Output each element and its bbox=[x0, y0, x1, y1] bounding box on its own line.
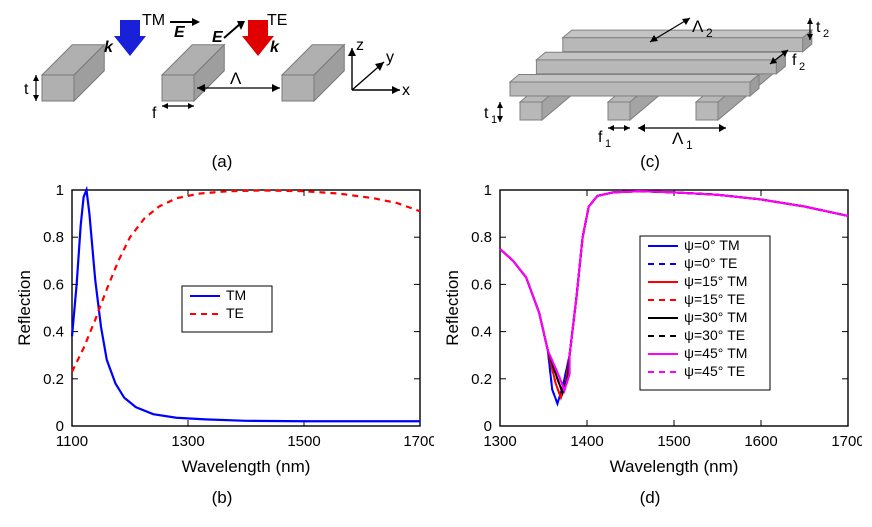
svg-text:1300: 1300 bbox=[171, 433, 204, 450]
svg-text:E: E bbox=[174, 24, 186, 41]
svg-text:Λ: Λ bbox=[672, 129, 684, 148]
svg-text:1100: 1100 bbox=[56, 433, 88, 450]
diagram-c: Λ2t2f2t1f1Λ1 bbox=[438, 10, 862, 150]
svg-text:0.2: 0.2 bbox=[43, 371, 64, 388]
svg-text:0: 0 bbox=[56, 418, 64, 435]
svg-text:0.6: 0.6 bbox=[471, 276, 492, 293]
svg-text:f: f bbox=[152, 105, 157, 122]
svg-text:ψ=30° TE: ψ=30° TE bbox=[684, 327, 745, 343]
svg-text:1500: 1500 bbox=[287, 433, 320, 450]
figure-grid: TMEkTEEkΛftzxy (a) Λ2t2f2t1f1Λ1 (c) 1100… bbox=[10, 10, 862, 508]
svg-text:k: k bbox=[270, 39, 280, 56]
panel-a: TM Ek TE Ek Λf t z xy (a) bbox=[10, 10, 434, 172]
svg-text:TM: TM bbox=[226, 287, 246, 303]
svg-text:Λ: Λ bbox=[230, 69, 242, 88]
svg-text:f: f bbox=[792, 52, 797, 69]
svg-text:2: 2 bbox=[823, 28, 829, 40]
panel-d: 1300 1400 1500 1600 1700 0 0.2 0.4 0.6 0.8 1 Wavele… bbox=[438, 176, 862, 508]
svg-text:1400: 1400 bbox=[570, 433, 603, 450]
svg-text:ψ=15° TM: ψ=15° TM bbox=[684, 273, 747, 289]
svg-text:1: 1 bbox=[56, 182, 64, 199]
svg-text:0: 0 bbox=[484, 418, 492, 435]
panel-c: Λ2t2f2t1f1Λ1 (c) bbox=[438, 10, 862, 172]
svg-text:1700: 1700 bbox=[403, 433, 434, 450]
svg-text:1: 1 bbox=[484, 182, 492, 199]
svg-text:2: 2 bbox=[799, 61, 805, 73]
svg-text:z: z bbox=[356, 37, 364, 54]
svg-text:y: y bbox=[386, 49, 394, 66]
svg-text:ψ=45° TE: ψ=45° TE bbox=[684, 363, 745, 379]
svg-text:0.4: 0.4 bbox=[43, 324, 64, 341]
svg-text:ψ=30° TM: ψ=30° TM bbox=[684, 309, 747, 325]
svg-text:2: 2 bbox=[706, 26, 713, 40]
caption-d: (d) bbox=[438, 488, 862, 508]
svg-text:TE: TE bbox=[267, 12, 287, 29]
svg-text:Wavelength (nm): Wavelength (nm) bbox=[610, 457, 739, 476]
svg-text:ψ=45° TM: ψ=45° TM bbox=[684, 345, 747, 361]
svg-text:ψ=15° TE: ψ=15° TE bbox=[684, 291, 745, 307]
svg-text:0.6: 0.6 bbox=[43, 276, 64, 293]
chart-b: 1100 1300 1500 1700 0 0.2 0.4 0.6 0.8 1 Wavelength… bbox=[10, 176, 434, 486]
svg-text:TE: TE bbox=[226, 305, 244, 321]
svg-text:1700: 1700 bbox=[831, 433, 862, 450]
svg-text:Λ: Λ bbox=[692, 17, 704, 36]
svg-text:f: f bbox=[598, 129, 603, 146]
svg-text:E: E bbox=[212, 29, 224, 46]
svg-text:TM: TM bbox=[142, 12, 165, 29]
svg-text:t: t bbox=[24, 81, 29, 98]
svg-text:0.8: 0.8 bbox=[43, 229, 64, 246]
caption-b: (b) bbox=[10, 488, 434, 508]
svg-text:0.8: 0.8 bbox=[471, 229, 492, 246]
svg-text:t: t bbox=[484, 105, 489, 122]
caption-c: (c) bbox=[438, 152, 862, 172]
svg-text:ψ=0° TM: ψ=0° TM bbox=[684, 237, 740, 253]
svg-text:1500: 1500 bbox=[657, 433, 690, 450]
svg-text:Wavelength (nm): Wavelength (nm) bbox=[182, 457, 311, 476]
chart-d: 1300 1400 1500 1600 1700 0 0.2 0.4 0.6 0.8 1 Wavele… bbox=[438, 176, 862, 486]
caption-a: (a) bbox=[10, 152, 434, 172]
svg-text:Reflection: Reflection bbox=[443, 270, 462, 346]
svg-text:x: x bbox=[402, 82, 410, 99]
svg-text:ψ=0° TE: ψ=0° TE bbox=[684, 255, 737, 271]
svg-text:1600: 1600 bbox=[744, 433, 777, 450]
svg-text:k: k bbox=[104, 39, 114, 56]
svg-text:1: 1 bbox=[605, 138, 611, 150]
diagram-a: TM Ek TE Ek Λf t z xy bbox=[10, 10, 434, 150]
svg-text:1300: 1300 bbox=[483, 433, 516, 450]
svg-text:0.2: 0.2 bbox=[471, 371, 492, 388]
svg-text:1: 1 bbox=[491, 114, 497, 126]
svg-text:1: 1 bbox=[686, 138, 693, 150]
svg-text:Reflection: Reflection bbox=[15, 270, 34, 346]
panel-b: 1100 1300 1500 1700 0 0.2 0.4 0.6 0.8 1 Wavelength… bbox=[10, 176, 434, 508]
svg-text:0.4: 0.4 bbox=[471, 324, 492, 341]
svg-text:t: t bbox=[816, 19, 821, 36]
